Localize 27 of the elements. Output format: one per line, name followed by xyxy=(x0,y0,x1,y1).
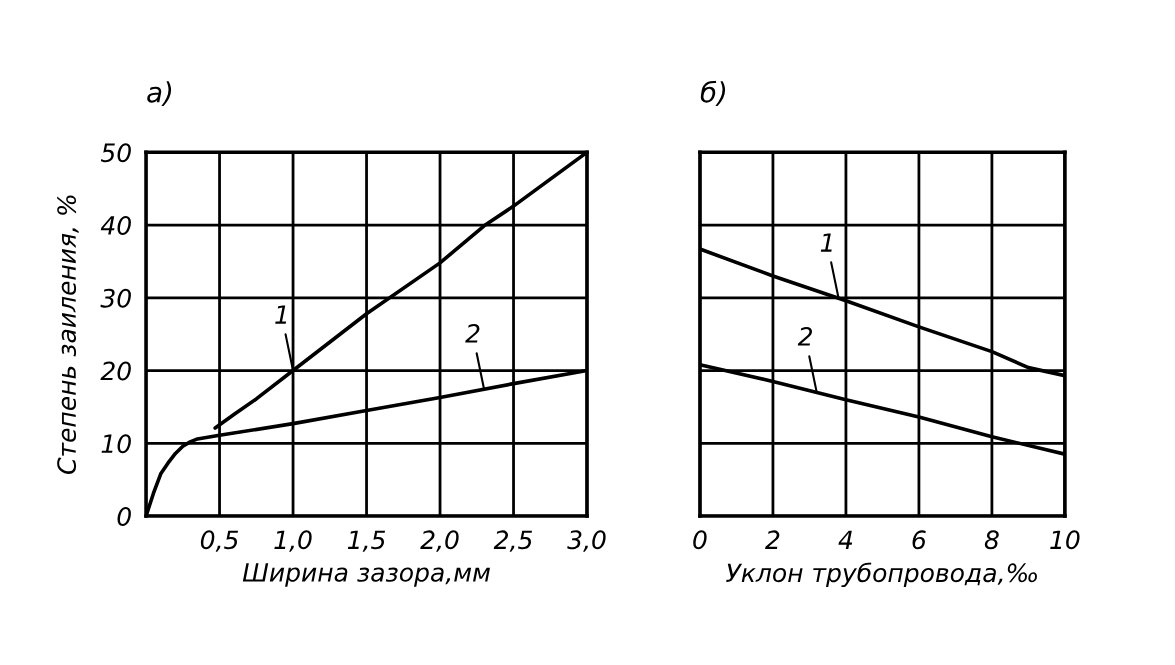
annotation: 2 xyxy=(797,326,813,346)
y-tick-label: 30 xyxy=(100,288,131,308)
annotation: 2 xyxy=(465,324,480,343)
x-tick-label: 3,0 xyxy=(567,530,606,552)
x-tick-label: 4 xyxy=(838,530,853,549)
x-tick-label: 1,0 xyxy=(274,530,312,552)
x-tick-label: 0,5 xyxy=(200,530,239,552)
y-tick-label: 10 xyxy=(101,434,131,454)
x-tick-label: 2,5 xyxy=(493,530,533,552)
x-tick-label: 2,0 xyxy=(420,530,459,552)
x-tick-label: 2 xyxy=(765,530,780,549)
y-tick-label: 0 xyxy=(117,506,131,526)
y-axis-title: Степень заиления, % xyxy=(57,195,79,474)
chart-title: а) xyxy=(147,81,172,106)
x-axis-title: Ширина зазора,мм xyxy=(242,563,490,587)
x-axis-title: Уклон трубопровода,‰ xyxy=(726,562,1037,588)
x-tick-label: 0 xyxy=(693,530,707,550)
annotation: 1 xyxy=(275,305,287,324)
x-tick-label: 1,5 xyxy=(347,530,386,552)
y-tick-label: 20 xyxy=(100,361,131,381)
annotation: 1 xyxy=(820,233,832,252)
x-tick-label: 10 xyxy=(1050,530,1080,550)
y-tick-label: 40 xyxy=(100,215,131,235)
chart-title: б) xyxy=(700,80,726,106)
y-tick-label: 50 xyxy=(100,143,131,163)
x-tick-label: 8 xyxy=(984,530,999,550)
x-tick-label: 6 xyxy=(912,530,926,550)
